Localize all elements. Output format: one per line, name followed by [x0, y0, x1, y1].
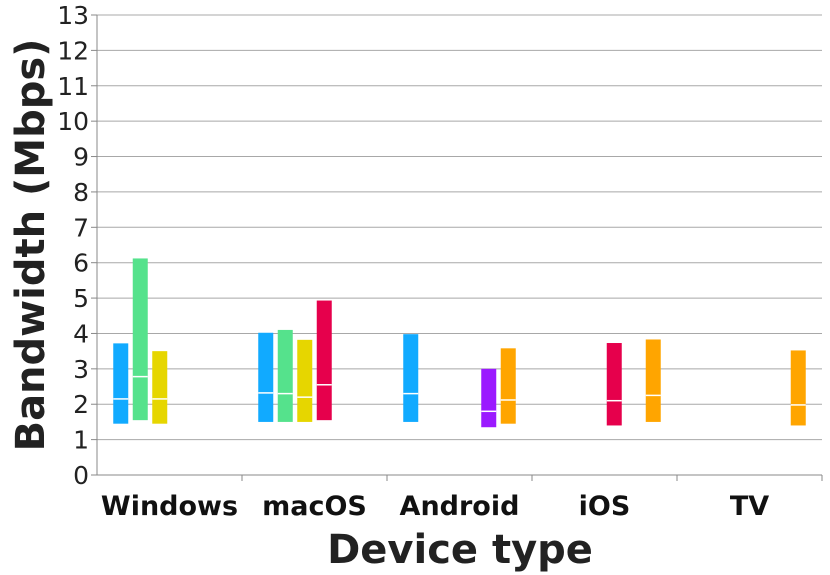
x-tick-label: Android	[400, 491, 520, 522]
y-tick-label: 0	[73, 461, 89, 490]
range-bar	[790, 350, 806, 426]
y-tick-label: 1	[73, 426, 89, 455]
range-bar	[277, 329, 293, 422]
x-tick-label: macOS	[262, 491, 367, 522]
range-bar	[645, 339, 661, 422]
x-axis-title: Device type	[327, 527, 593, 573]
x-tick-label: iOS	[579, 491, 631, 522]
range-bar	[297, 339, 313, 422]
y-tick-label: 12	[57, 36, 89, 65]
y-tick-label: 5	[73, 284, 89, 313]
range-bar	[316, 300, 332, 421]
y-tick-label: 11	[57, 72, 89, 101]
y-tick-label: 13	[57, 1, 89, 30]
y-tick-label: 10	[57, 107, 89, 136]
range-bar	[258, 332, 274, 422]
x-tick-label: Windows	[101, 491, 238, 522]
range-bar	[481, 368, 497, 428]
y-tick-label: 2	[73, 390, 89, 419]
x-tick-label: TV	[730, 491, 769, 522]
range-bar	[152, 351, 168, 424]
y-axis-title: Bandwidth (Mbps)	[8, 39, 54, 452]
range-bars	[113, 258, 806, 428]
gridlines	[97, 14, 822, 476]
y-tick-label: 3	[73, 355, 89, 384]
y-tick-label: 4	[73, 319, 89, 348]
range-bar	[500, 348, 516, 424]
y-tick-label: 9	[73, 143, 89, 172]
y-tick-label: 8	[73, 178, 89, 207]
y-tick-label: 6	[73, 249, 89, 278]
x-axis-ticks: Windows macOS Android iOS TV	[101, 475, 823, 522]
y-tick-label: 7	[73, 213, 89, 242]
range-bar	[132, 258, 148, 421]
range-bar	[403, 334, 419, 422]
range-bar	[606, 343, 622, 426]
range-bar	[113, 343, 129, 424]
